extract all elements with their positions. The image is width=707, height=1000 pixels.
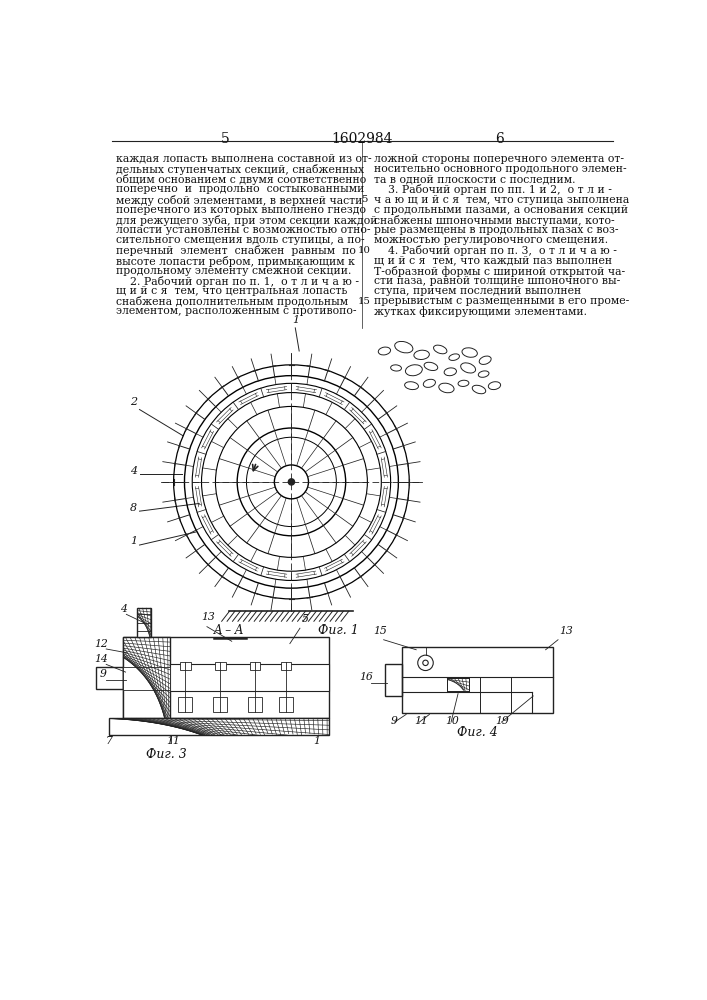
Text: ступа, причем последний выполнен: ступа, причем последний выполнен [373, 286, 581, 296]
Text: 8: 8 [130, 503, 137, 513]
Text: та в одной плоскости с последним.: та в одной плоскости с последним. [373, 174, 575, 184]
Text: Фиг. 4: Фиг. 4 [457, 726, 498, 739]
Text: 15: 15 [373, 626, 387, 636]
Bar [215, 662, 226, 670]
Text: 11: 11 [166, 736, 180, 746]
Text: рые размещены в продольных пазах с воз-: рые размещены в продольных пазах с воз- [373, 225, 618, 235]
Text: 10: 10 [358, 246, 370, 255]
Bar [248, 697, 262, 712]
Text: 19: 19 [495, 716, 509, 726]
Text: общим основанием с двумя соответственно: общим основанием с двумя соответственно [115, 174, 366, 185]
Text: поперечного из которых выполнено гнездо: поперечного из которых выполнено гнездо [115, 205, 366, 215]
Text: ложной стороны поперечного элемента от-: ложной стороны поперечного элемента от- [373, 154, 624, 164]
Circle shape [288, 479, 295, 485]
Text: щ и й с я  тем, что каждый паз выполнен: щ и й с я тем, что каждый паз выполнен [373, 256, 612, 266]
Bar [178, 697, 192, 712]
Text: высоте лопасти ребром, примыкающим к: высоте лопасти ребром, примыкающим к [115, 256, 354, 267]
Text: прерывистым с размещенными в его проме-: прерывистым с размещенными в его проме- [373, 296, 629, 306]
Text: для режущего зуба, при этом секции каждой: для режущего зуба, при этом секции каждо… [115, 215, 377, 226]
Text: 1: 1 [130, 536, 137, 546]
Text: 5: 5 [361, 195, 368, 204]
Text: Фиг. 3: Фиг. 3 [146, 748, 186, 761]
Text: 13: 13 [559, 626, 573, 636]
Text: перечный  элемент  снабжен  равным  по: перечный элемент снабжен равным по [115, 245, 356, 256]
Bar [96, 667, 123, 689]
Bar [123, 667, 170, 690]
Text: 1: 1 [292, 315, 299, 325]
Text: 10: 10 [445, 716, 459, 726]
Bar [123, 637, 329, 718]
Bar [279, 697, 293, 712]
Bar [180, 662, 191, 670]
Text: 4: 4 [120, 604, 127, 614]
Text: каждая лопасть выполнена составной из от-: каждая лопасть выполнена составной из от… [115, 154, 371, 164]
Text: сительного смещения вдоль ступицы, а по-: сительного смещения вдоль ступицы, а по- [115, 235, 364, 245]
Bar [281, 662, 291, 670]
Text: между собой элементами, в верхней части: между собой элементами, в верхней части [115, 195, 362, 206]
Bar [123, 637, 170, 718]
Bar [448, 678, 469, 691]
Text: 9: 9 [100, 669, 107, 679]
Text: 2. Рабочий орган по п. 1,  о т л и ч а ю -: 2. Рабочий орган по п. 1, о т л и ч а ю … [115, 276, 358, 287]
Text: 1: 1 [313, 736, 320, 746]
Text: 4. Рабочий орган по п. 3,  о т л и ч а ю -: 4. Рабочий орган по п. 3, о т л и ч а ю … [373, 245, 617, 256]
Text: поперечно  и  продольно  состыкованными: поперечно и продольно состыкованными [115, 184, 364, 194]
Text: 1602984: 1602984 [331, 132, 392, 146]
Text: 11: 11 [414, 716, 428, 726]
Bar [385, 664, 402, 696]
Bar [402, 647, 554, 713]
Text: 13: 13 [201, 612, 214, 622]
Text: снабжена дополнительным продольным: снабжена дополнительным продольным [115, 296, 348, 307]
Text: ч а ю щ и й с я  тем, что ступица зыполнена: ч а ю щ и й с я тем, что ступица зыполне… [373, 195, 629, 205]
Text: Т-образной формы с шириной открытой ча-: Т-образной формы с шириной открытой ча- [373, 266, 625, 277]
Text: с продольными пазами, а основания секций: с продольными пазами, а основания секций [373, 205, 628, 215]
Bar [170, 664, 329, 691]
Text: A – A: A – A [214, 624, 245, 637]
Bar [137, 608, 151, 637]
Text: можностью регулировочного смещения.: можностью регулировочного смещения. [373, 235, 608, 245]
Text: 6: 6 [495, 132, 503, 146]
Text: 9: 9 [391, 716, 397, 726]
Text: снабжены шпоночными выступами, кото-: снабжены шпоночными выступами, кото- [373, 215, 614, 226]
Text: 15: 15 [358, 297, 370, 306]
Bar [250, 662, 260, 670]
Text: 14: 14 [94, 654, 107, 664]
Text: 16: 16 [360, 672, 373, 682]
Text: 7: 7 [105, 736, 112, 746]
Text: щ и й с я  тем, что центральная лопасть: щ и й с я тем, что центральная лопасть [115, 286, 347, 296]
Bar [213, 697, 227, 712]
Text: элементом, расположенным с противопо-: элементом, расположенным с противопо- [115, 306, 356, 316]
Text: 5: 5 [301, 614, 308, 624]
Text: сти паза, равной толщине шпоночного вы-: сти паза, равной толщине шпоночного вы- [373, 276, 620, 286]
Bar [110, 718, 329, 735]
Text: жутках фиксирующими элементами.: жутках фиксирующими элементами. [373, 306, 587, 317]
Text: дельных ступенчатых секций, снабженных: дельных ступенчатых секций, снабженных [115, 164, 363, 175]
Text: 3. Рабочий орган по пп. 1 и 2,  о т л и -: 3. Рабочий орган по пп. 1 и 2, о т л и - [373, 184, 612, 195]
Text: носительно основного продольного элемен-: носительно основного продольного элемен- [373, 164, 626, 174]
Text: 2: 2 [130, 397, 137, 407]
Text: 12: 12 [94, 639, 107, 649]
Text: Фиг. 1: Фиг. 1 [317, 624, 358, 637]
Text: продольному элементу смежной секции.: продольному элементу смежной секции. [115, 266, 351, 276]
Text: 5: 5 [221, 132, 230, 146]
Text: лопасти установлены с возможностью отно-: лопасти установлены с возможностью отно- [115, 225, 370, 235]
Text: 4: 4 [130, 466, 137, 476]
